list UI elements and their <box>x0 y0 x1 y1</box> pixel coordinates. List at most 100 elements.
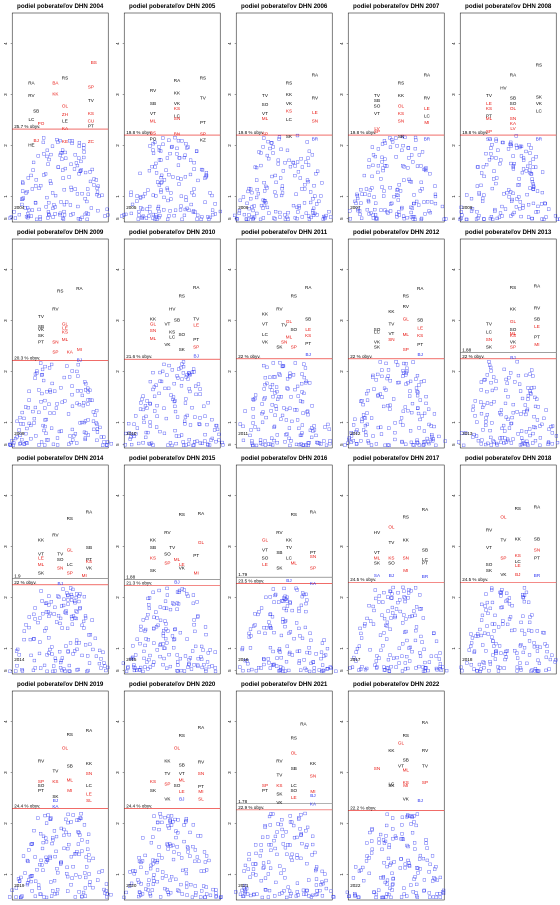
data-point <box>168 607 173 612</box>
point-label: KK <box>286 537 293 542</box>
data-point <box>491 639 495 643</box>
point-label: PO <box>150 136 157 141</box>
data-point <box>435 892 439 896</box>
data-point <box>381 600 385 604</box>
data-point <box>363 668 368 672</box>
data-point <box>164 606 169 610</box>
data-point <box>519 154 524 158</box>
plot-frame <box>123 464 221 675</box>
point-label: KK <box>286 92 293 97</box>
data-point <box>362 416 366 420</box>
data-point <box>157 145 161 149</box>
data-point <box>378 633 383 637</box>
data-point <box>71 438 75 442</box>
data-point <box>148 653 152 658</box>
data-point <box>426 668 430 673</box>
point-label: SK <box>536 95 543 100</box>
data-point <box>416 411 421 416</box>
data-point <box>379 177 383 181</box>
data-point <box>295 205 299 209</box>
data-point <box>476 634 480 638</box>
data-point <box>257 610 261 614</box>
data-point <box>279 633 284 638</box>
data-point <box>87 853 91 857</box>
data-point <box>167 386 171 390</box>
data-point <box>438 892 442 896</box>
data-point <box>20 180 25 184</box>
data-point <box>524 412 528 417</box>
point-label: ML <box>374 555 381 560</box>
data-point <box>300 636 305 640</box>
data-point <box>506 395 510 399</box>
data-point <box>180 377 184 381</box>
data-point <box>140 216 144 220</box>
data-point <box>176 139 181 143</box>
data-point <box>203 433 207 437</box>
point-label: LV <box>374 126 380 131</box>
data-point <box>204 885 208 889</box>
data-point <box>529 392 533 396</box>
data-point <box>482 666 486 670</box>
data-point <box>87 883 92 887</box>
point-label: VT <box>262 322 268 327</box>
data-point <box>191 845 195 849</box>
data-point <box>60 626 64 630</box>
data-point <box>158 618 163 622</box>
data-point <box>171 601 175 605</box>
data-point <box>536 210 540 214</box>
data-point <box>49 880 53 884</box>
data-point <box>417 153 421 157</box>
data-point <box>106 665 110 670</box>
data-point <box>173 817 177 822</box>
data-point <box>279 417 283 421</box>
data-point <box>314 877 319 881</box>
data-point <box>324 653 328 657</box>
data-point <box>274 194 278 198</box>
data-point <box>249 428 253 432</box>
point-label: SN <box>86 771 92 776</box>
data-point <box>296 893 300 897</box>
data-point <box>60 668 64 673</box>
data-point <box>177 182 181 186</box>
threshold-label: 24.4 % obyv. <box>126 803 152 808</box>
data-point <box>348 666 352 670</box>
data-point <box>544 668 548 672</box>
data-point <box>360 665 364 669</box>
point-label: RA <box>305 285 312 290</box>
data-point <box>177 367 181 371</box>
data-point <box>261 206 265 210</box>
data-point <box>27 615 31 619</box>
data-point <box>184 867 188 872</box>
data-point <box>288 894 293 898</box>
data-point <box>198 387 202 391</box>
point-label: RS <box>62 75 68 80</box>
data-point <box>165 666 169 670</box>
data-point <box>309 190 313 194</box>
data-point <box>135 199 139 203</box>
data-point <box>70 369 74 373</box>
data-point <box>190 406 194 410</box>
data-point <box>296 210 300 214</box>
data-point <box>476 165 480 169</box>
data-point <box>25 426 29 431</box>
data-point <box>249 197 253 201</box>
data-point <box>73 895 77 899</box>
point-label: RV <box>312 96 319 101</box>
y-tick-label: 2 <box>227 144 232 147</box>
data-point <box>161 369 165 373</box>
data-point <box>155 868 160 872</box>
data-point <box>510 604 514 608</box>
data-point <box>75 441 79 445</box>
data-point <box>309 200 313 205</box>
data-point <box>94 654 98 658</box>
y-tick-label: 2 <box>227 596 232 599</box>
data-point <box>424 841 428 845</box>
data-point <box>48 388 52 392</box>
data-point <box>380 185 384 189</box>
data-point <box>88 880 92 884</box>
data-point <box>192 618 196 622</box>
data-point <box>262 136 266 140</box>
data-point <box>171 175 175 179</box>
data-point <box>295 649 299 653</box>
